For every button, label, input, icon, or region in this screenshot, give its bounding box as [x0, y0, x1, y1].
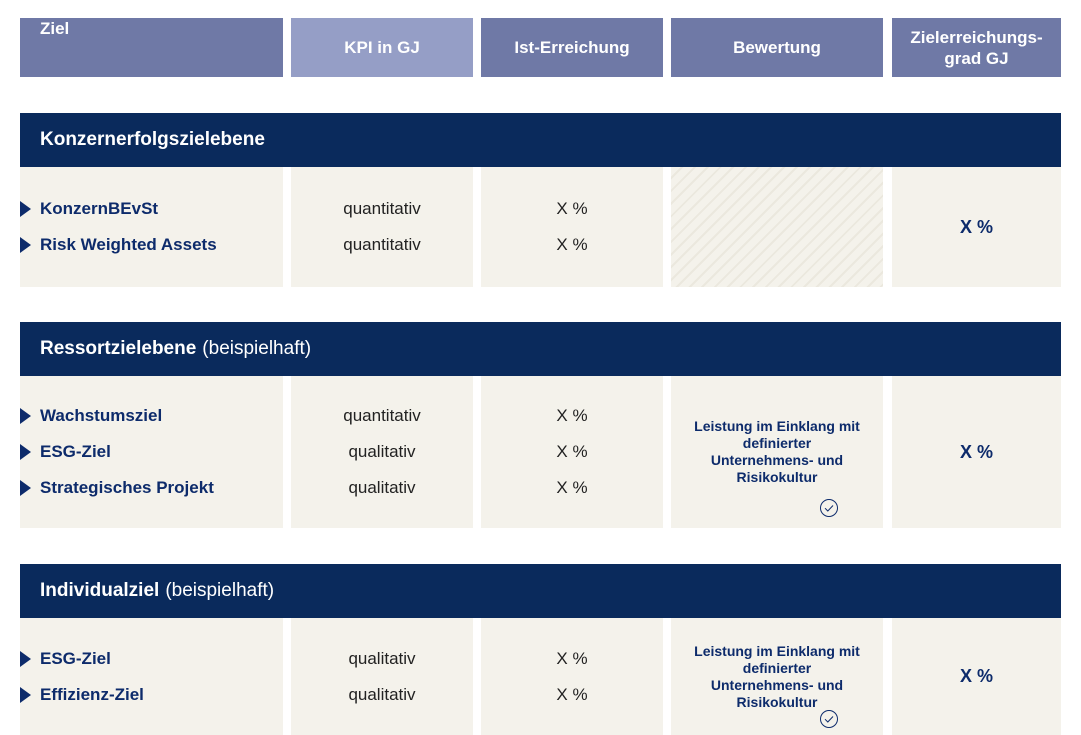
section-subtitle: (beispielhaft)	[165, 580, 275, 601]
cell: X %	[892, 618, 1061, 735]
goal-name: Risk Weighted Assets	[20, 234, 217, 256]
goal-name: Effizienz-Ziel	[20, 684, 144, 706]
header-cell: Zielerreichungs-grad GJ	[892, 18, 1061, 77]
header-text: grad GJ	[944, 48, 1009, 68]
goal-name: Strategisches Projekt	[20, 477, 214, 499]
cell	[481, 167, 663, 287]
bullet-triangle	[20, 408, 31, 424]
ist-value: X %	[556, 199, 588, 218]
header-text: KPI in GJ	[344, 38, 420, 57]
cell	[20, 618, 283, 735]
kpi-type: quantitativ	[343, 235, 421, 254]
cell: Leistung im Einklang mit definierter Unt…	[671, 376, 883, 528]
kpi-type: qualitativ	[348, 648, 416, 668]
ist-value: X %	[556, 648, 588, 668]
bullet-triangle	[20, 650, 31, 667]
bullet-triangle	[20, 480, 31, 496]
goal-name: ESG-Ziel	[20, 648, 111, 670]
cell: X %	[892, 376, 1061, 528]
section-title: Individualziel	[40, 580, 160, 601]
section-header: Ressortzielebene (beispielhaft)	[20, 322, 1061, 376]
goal-name: Wachstumsziel	[20, 405, 162, 427]
ist-value: X %	[556, 235, 588, 254]
bullet-triangle	[20, 444, 31, 460]
cell	[20, 167, 283, 287]
bewertung-text: Leistung im Einklang mit definierter Unt…	[694, 418, 860, 485]
bewertung-text: Leistung im Einklang mit definierter Unt…	[694, 642, 860, 710]
header-text: Ziel	[40, 19, 70, 38]
goal-name: ESG-Ziel	[20, 441, 111, 463]
cell	[20, 376, 283, 528]
cell	[291, 376, 473, 528]
cell	[291, 618, 473, 735]
check-icon	[820, 499, 838, 517]
cell	[481, 376, 663, 528]
zielerreichungsgrad: X %	[959, 441, 993, 462]
kpi-type: qualitativ	[348, 684, 416, 704]
zielerreichungsgrad: X %	[959, 216, 993, 237]
cell: Leistung im Einklang mit definierter Unt…	[671, 618, 883, 735]
check-icon	[820, 710, 838, 728]
bullet-triangle	[20, 237, 31, 253]
kpi-type: qualitativ	[348, 478, 416, 497]
kpi-type: quantitativ	[343, 406, 421, 425]
header-text: Ist-Erreichung	[514, 38, 630, 57]
section-title: Konzernerfolgszielebene	[40, 129, 265, 150]
goal-name: KonzernBEvSt	[20, 198, 158, 220]
ist-value: X %	[556, 442, 588, 461]
kpi-type: quantitativ	[343, 199, 421, 218]
bullet-triangle	[20, 686, 31, 703]
section-subtitle: (beispielhaft)	[202, 338, 312, 359]
header-cell: KPI in GJ	[291, 18, 473, 77]
bullet-triangle	[20, 201, 31, 217]
header-cell: Bewertung	[671, 18, 883, 77]
section-title: Ressortzielebene	[40, 338, 197, 359]
cell	[481, 618, 663, 735]
kpi-type: qualitativ	[348, 442, 416, 461]
header-text: Zielerreichungs-	[910, 27, 1043, 47]
header-text: Bewertung	[733, 38, 821, 57]
header-cell: Ist-Erreichung	[481, 18, 663, 77]
section-header: Konzernerfolgszielebene	[20, 113, 1061, 167]
cell	[291, 167, 473, 287]
ist-value: X %	[556, 684, 588, 704]
zielerreichungsgrad: X %	[959, 666, 993, 686]
cell	[671, 167, 883, 287]
header-cell: Ziel	[20, 18, 283, 77]
ist-value: X %	[556, 478, 588, 497]
ist-value: X %	[556, 406, 588, 425]
cell: X %	[892, 167, 1061, 287]
section-header: Individualziel (beispielhaft)	[20, 564, 1061, 618]
